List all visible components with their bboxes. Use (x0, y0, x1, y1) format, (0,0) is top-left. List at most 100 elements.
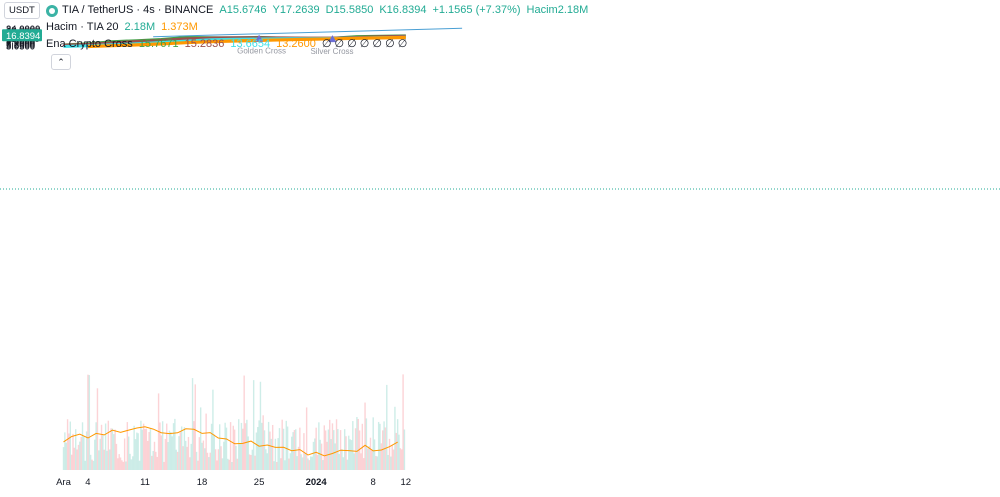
volume-bar (223, 441, 225, 470)
price-tick-label: 7.7000 (6, 37, 35, 48)
volume-bar (62, 447, 65, 470)
time-tick-label: 18 (197, 477, 208, 488)
volume-bar (174, 418, 176, 470)
volume-bar (388, 438, 391, 470)
volume-bar (341, 449, 343, 470)
volume-bar (189, 457, 191, 470)
chart-legend: TIA / TetherUS · 4s · BINANCE A15.6746 Y… (46, 2, 588, 53)
volume-bar (219, 424, 221, 470)
volume-bar (263, 430, 266, 470)
volume-bar (278, 428, 281, 470)
volume-bar (171, 436, 173, 470)
volume-bar (133, 425, 135, 470)
volume-bar (289, 453, 292, 470)
symbol-title[interactable]: TIA / TetherUS · 4s · BINANCE (62, 4, 214, 16)
volume-bar (224, 422, 226, 470)
crypto-cross-placeholders: ∅ ∅ ∅ ∅ ∅ ∅ ∅ (321, 38, 408, 50)
collapse-legend-button[interactable]: ⌃ (51, 54, 71, 70)
symbol-logo-icon (46, 4, 58, 17)
volume-bar (320, 443, 323, 470)
resistance-trendline[interactable] (153, 27, 463, 38)
volume-bar (76, 449, 78, 470)
volume-bar (274, 438, 277, 470)
volume-bar (83, 436, 85, 470)
volume-bar (204, 448, 206, 470)
time-axis[interactable]: Ara 4 11 18 25 2024 8 12 (56, 477, 411, 488)
volume-bar (307, 458, 309, 470)
volume-bar (286, 426, 289, 470)
volume-bar (276, 461, 278, 470)
trendline[interactable] (153, 27, 463, 38)
cross-markers: Golden Cross Silver Cross (237, 34, 354, 56)
volume-bar (236, 458, 239, 470)
silver-cross-marker-icon (328, 35, 337, 43)
volume-bar (142, 423, 145, 470)
price-tick-label: 6.2000 (6, 39, 35, 50)
volume-bar (280, 458, 282, 470)
volume-bar (156, 456, 158, 470)
volume-bar (199, 407, 202, 470)
volume-bar (391, 444, 393, 470)
volume-bar (296, 456, 298, 470)
volume-bar (326, 441, 328, 470)
golden-cross-marker-icon (255, 34, 264, 42)
volume-bar (354, 428, 357, 470)
volume-bar (270, 438, 273, 470)
volume-bar (64, 432, 66, 470)
volume-bar (312, 441, 315, 470)
volume-bar (212, 389, 214, 470)
volume-bar (81, 422, 84, 470)
currency-label[interactable]: USDT (4, 2, 40, 19)
volume-bar (330, 439, 332, 470)
volume-bar (324, 430, 327, 470)
volume-bar (282, 428, 285, 470)
volume-bar (198, 437, 201, 470)
ohlc-open: A15.6746 (219, 4, 267, 16)
volume-bar (80, 436, 82, 470)
moving-averages (63, 34, 406, 49)
volume-bar (70, 454, 73, 470)
volume-bar (334, 443, 336, 470)
volume-bar (206, 452, 209, 470)
volume-bar (85, 431, 88, 470)
volume-bar (240, 422, 243, 470)
volume-bar (376, 456, 378, 470)
volume-bar (327, 429, 330, 470)
volume-bar (168, 430, 171, 470)
ohlc-volume: Hacim2.18M (526, 4, 589, 16)
volume-bar (141, 429, 143, 470)
volume-bar (265, 449, 267, 470)
volume-bar (115, 443, 118, 470)
volume-bar (138, 460, 141, 470)
volume-bar (235, 445, 237, 470)
volume-bar (98, 450, 100, 470)
volume-bar (304, 452, 306, 470)
price-axis[interactable]: 34.000030.000026.000023.000020.000018.00… (2, 24, 42, 52)
volume-bar (399, 448, 402, 470)
volume-bar (111, 428, 114, 470)
volume-bar (368, 446, 370, 470)
volume-indicator-row[interactable]: Hacim · TIA 20 2.18M 1.373M (46, 19, 588, 36)
volume-bar (311, 456, 313, 470)
volume-bar (323, 425, 325, 470)
volume-bar (300, 454, 302, 470)
volume-bar (242, 428, 244, 470)
volume-bar (254, 455, 256, 470)
volume-bar (372, 417, 374, 470)
crypto-cross-indicator-row[interactable]: Ena Crypto Cross 15.7671 15.2836 13.6654… (46, 36, 588, 53)
time-tick-label: Ara (56, 477, 72, 488)
symbol-row: TIA / TetherUS · 4s · BINANCE A15.6746 Y… (46, 2, 588, 19)
volume-bar (185, 440, 187, 470)
volume-bar (180, 426, 183, 470)
volume-bar (248, 454, 251, 470)
volume-bar (291, 436, 293, 470)
volume-bar (130, 459, 133, 470)
volume-bar (299, 427, 301, 470)
volume-bar (319, 439, 321, 470)
volume-bar (353, 453, 355, 470)
volume-bar (114, 429, 116, 470)
volume-bar (362, 458, 365, 470)
volume-bar (87, 374, 89, 470)
